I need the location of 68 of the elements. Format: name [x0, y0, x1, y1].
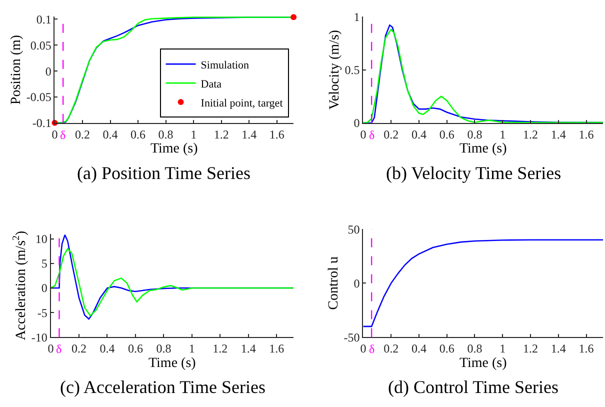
x-axis-title: Time (s): [148, 356, 196, 371]
x-tick-label: 0.4: [100, 342, 115, 356]
x-tick-label: 1.4: [550, 342, 566, 356]
y-tick-label: -0.1: [32, 116, 52, 130]
y-tick-label: 50: [348, 222, 360, 236]
y-tick-label: 0.1: [36, 12, 52, 26]
x-tick-label: 0.2: [384, 127, 399, 142]
x-tick-label: 1: [190, 127, 197, 142]
x-tick-label: 1.6: [578, 342, 594, 356]
y-tick-label: -50: [344, 330, 360, 344]
y-tick-label: 0.5: [344, 62, 360, 77]
x-axis-title: Time (s): [150, 142, 198, 157]
x-tick-label: 0.8: [156, 342, 172, 356]
x-tick-label: 1.4: [240, 342, 256, 356]
y-tick-label: 0: [45, 64, 52, 78]
x-tick-label: 1.2: [214, 127, 229, 142]
x-tick-label: 0.2: [75, 127, 90, 142]
x-axis-title: Time (s): [459, 356, 508, 371]
text: (c) Acceleration Time Series: [60, 377, 266, 397]
x-tick-label: 1.2: [212, 342, 228, 356]
y-tick-label: 0: [354, 276, 360, 290]
x-tick-label: 0.2: [384, 342, 399, 356]
y-tick-label: -10: [31, 330, 48, 344]
x-tick-label: 1.6: [578, 127, 594, 142]
x-tick-label: 0.6: [439, 342, 454, 356]
text: (a) Position Time Series: [77, 163, 251, 183]
x-tick-label: 0.6: [439, 127, 454, 142]
line-series: [50, 248, 294, 316]
text: (b) Velocity Time Series: [386, 163, 562, 183]
x-tick-label: 1.6: [269, 127, 284, 142]
x-axis-title: Time (s): [459, 142, 508, 157]
x-tick-label: 0.8: [467, 127, 482, 142]
x-tick-label: 0.4: [411, 342, 426, 356]
y-axis-title: Position (m): [8, 34, 24, 105]
x-tick-label: 1.2: [523, 127, 538, 142]
y-tick-label: 0.05: [30, 38, 52, 52]
text: (d) Control Time Series: [388, 377, 559, 397]
x-tick-label: 0.8: [467, 342, 482, 356]
x-tick-label: 1.4: [550, 127, 566, 142]
x-tick-label: 0.4: [102, 127, 118, 142]
y-axis-title: Control u: [326, 256, 342, 310]
y-tick-label: -0.05: [26, 90, 52, 104]
x-tick-label: 1: [500, 127, 506, 142]
x-tick-label: 0.6: [130, 127, 146, 142]
x-tick-label: 1.6: [269, 342, 284, 356]
x-tick-label: 0.6: [128, 342, 143, 356]
x-tick-label: 0.8: [158, 127, 174, 142]
ref-line-label: δ: [369, 128, 375, 142]
line-series: [363, 239, 604, 328]
y-tick-label: 10: [35, 232, 48, 246]
y-tick-label: 1: [354, 10, 360, 24]
legend-label: Simulation: [200, 59, 250, 72]
x-tick-label: 0.4: [411, 127, 426, 142]
legend-label: Initial point, target: [200, 97, 283, 110]
x-tick-label: 1.2: [523, 342, 538, 356]
ref-line-label: δ: [369, 342, 375, 356]
x-tick-label: 0.2: [71, 342, 86, 356]
y-tick-label: -5: [37, 306, 48, 320]
x-tick-label: 1: [188, 342, 195, 356]
y-tick-label: 5: [41, 256, 48, 271]
ref-line-label: δ: [60, 128, 66, 142]
x-tick-label: 1.4: [242, 127, 257, 142]
legend-label: Data: [200, 78, 222, 90]
ref-line-label: δ: [56, 342, 62, 356]
x-tick-label: 1: [500, 342, 506, 356]
y-tick-label: 0: [41, 281, 48, 296]
y-tick-label: 0: [354, 116, 360, 130]
y-axis-title: Velocity (m/s): [327, 30, 342, 110]
